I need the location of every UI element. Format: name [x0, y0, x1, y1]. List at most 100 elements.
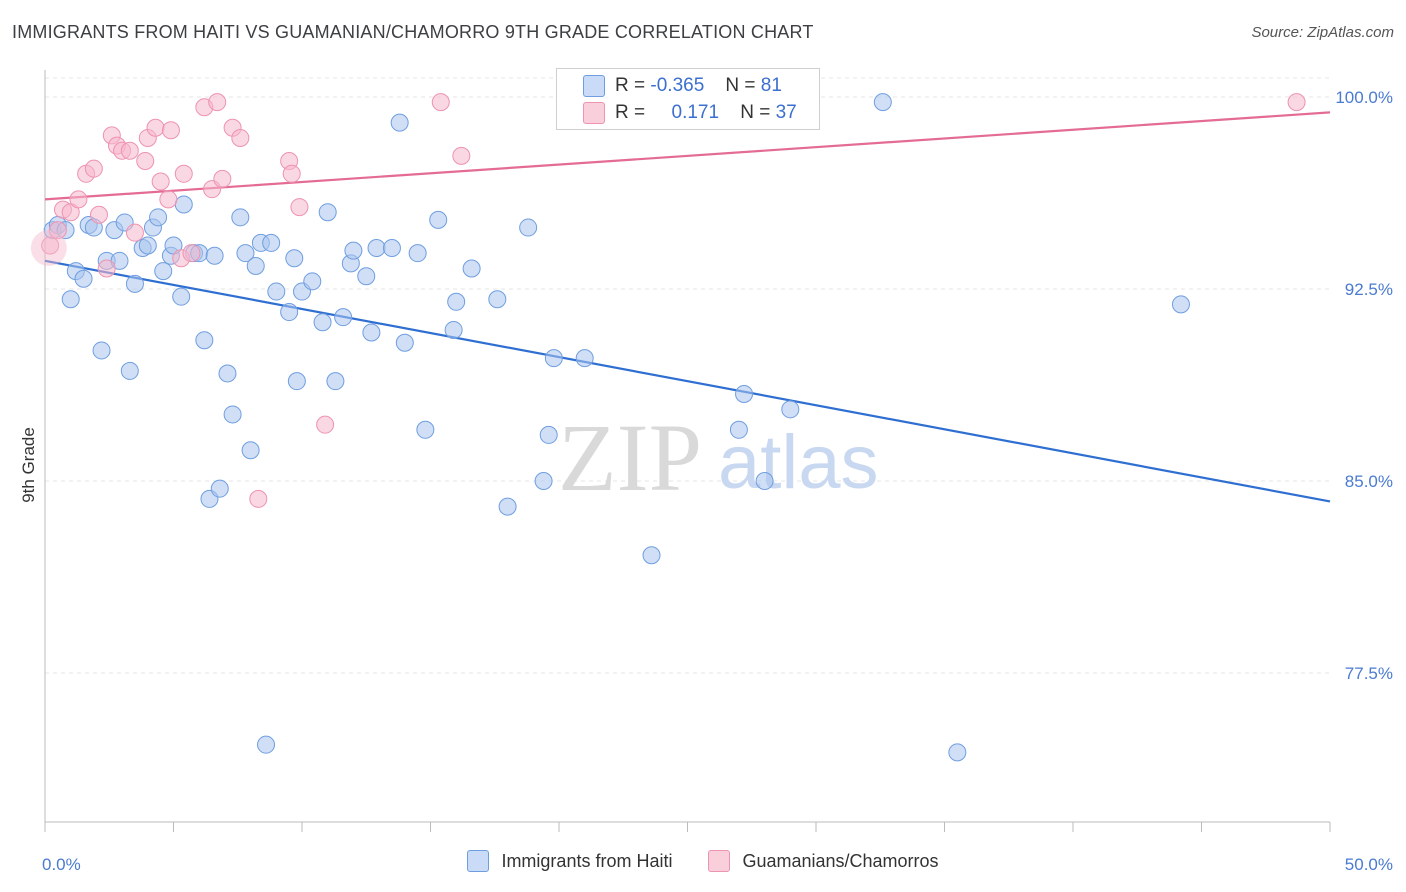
guam-point — [151, 172, 170, 191]
haiti-point — [395, 333, 414, 352]
haiti-point — [246, 256, 265, 275]
y-tick-label: 92.5% — [1345, 280, 1393, 299]
haiti-point — [416, 420, 435, 439]
legend-swatch-guam — [583, 102, 605, 124]
haiti-point — [210, 479, 229, 498]
guam-point — [161, 121, 180, 140]
haiti-point — [534, 472, 553, 490]
guam-point — [159, 190, 178, 209]
legend-item-haiti[interactable]: Immigrants from Haiti — [467, 850, 672, 872]
haiti-point — [447, 292, 466, 311]
haiti-point — [303, 272, 322, 291]
haiti-point — [172, 287, 191, 306]
haiti-point — [1171, 295, 1190, 314]
guam-point — [30, 230, 67, 267]
guam-point — [431, 93, 450, 112]
haiti-point — [195, 331, 214, 350]
haiti-point — [357, 267, 376, 286]
y-tick-label: 85.0% — [1345, 472, 1393, 491]
haiti-point — [382, 239, 401, 258]
guam-point — [136, 152, 155, 170]
haiti-point — [125, 274, 144, 293]
haiti-point — [519, 218, 538, 237]
haiti-point — [948, 743, 967, 762]
legend-swatch-haiti — [467, 850, 490, 872]
haiti-point — [241, 441, 260, 460]
guam-point — [48, 221, 67, 240]
guam-point — [1287, 93, 1306, 112]
guam-point — [69, 190, 88, 209]
haiti-point — [154, 262, 173, 281]
axes — [44, 70, 1331, 832]
haiti-trend-line — [44, 259, 1331, 503]
haiti-point — [74, 269, 93, 288]
legend-swatch-guam — [708, 850, 731, 872]
haiti-point — [236, 244, 255, 263]
haiti-point — [205, 246, 224, 265]
legend-label-haiti: Immigrants from Haiti — [501, 850, 673, 871]
haiti-point — [873, 93, 892, 112]
haiti-point — [318, 203, 337, 222]
haiti-point — [267, 282, 286, 301]
legend-row-haiti: R = -0.365 N = 81 — [583, 73, 782, 99]
guam-point — [452, 146, 471, 165]
haiti-point — [755, 472, 774, 490]
guam-point — [174, 164, 193, 183]
guam-point — [231, 128, 250, 147]
haiti-point — [544, 349, 563, 368]
haiti-point — [223, 405, 242, 424]
haiti-point — [575, 349, 594, 368]
legend-item-guam[interactable]: Guamanians/Chamorros — [708, 850, 939, 872]
haiti-point — [257, 735, 276, 754]
y-axis-label: 9th Grade — [19, 427, 38, 503]
guam-point — [316, 415, 335, 434]
y-tick-label: 100.0% — [1335, 88, 1393, 107]
haiti-point — [367, 239, 386, 258]
legend-r-value: 0.171 — [671, 102, 720, 123]
haiti-point — [120, 361, 139, 380]
grid-lines — [45, 77, 1330, 674]
haiti-point — [92, 341, 111, 360]
x-tick-label: 50.0% — [1345, 855, 1393, 874]
data-points — [30, 93, 1306, 762]
guam-point — [249, 489, 268, 508]
guam-point — [213, 169, 232, 188]
haiti-point — [313, 313, 332, 332]
chart-title: IMMIGRANTS FROM HAITI VS GUAMANIAN/CHAMO… — [12, 22, 814, 42]
guam-point — [97, 259, 116, 278]
haiti-point — [488, 290, 507, 309]
watermark-zip: ZIP — [558, 404, 702, 511]
haiti-point — [326, 372, 345, 391]
guam-point — [84, 159, 103, 178]
haiti-point — [61, 290, 80, 309]
haiti-point — [735, 384, 754, 403]
legend-row-guam: R = 0.171 N = 37 — [583, 100, 797, 126]
haiti-point — [429, 210, 448, 229]
guam-point — [125, 223, 144, 242]
haiti-point — [287, 372, 306, 391]
legend-label-guam: Guamanians/Chamorros — [742, 850, 939, 871]
haiti-point — [539, 425, 558, 444]
guam-point — [146, 118, 165, 137]
legend-swatch-haiti — [583, 75, 605, 97]
legend-n-label: N = — [725, 75, 756, 96]
haiti-point — [444, 320, 463, 339]
haiti-point — [231, 208, 250, 227]
haiti-point — [280, 303, 299, 322]
haiti-point — [174, 195, 193, 214]
guam-point — [290, 198, 309, 217]
haiti-point — [408, 244, 427, 263]
guam-trend-line — [44, 111, 1331, 201]
y-tick-label: 77.5% — [1345, 664, 1393, 683]
guam-point — [182, 244, 201, 263]
stats-legend: R = -0.365 N = 81 R = 0.171 N = 37 — [556, 68, 820, 130]
legend-r-label: R = — [615, 102, 646, 123]
x-tick-label: 0.0% — [42, 855, 81, 874]
chart-source: Source: ZipAtlas.com — [1251, 24, 1394, 41]
series-legend: Immigrants from Haiti Guamanians/Chamorr… — [0, 850, 1406, 872]
haiti-point — [285, 249, 304, 268]
legend-n-label: N = — [740, 102, 771, 123]
haiti-point — [362, 323, 381, 342]
legend-n-value: 37 — [775, 102, 797, 123]
